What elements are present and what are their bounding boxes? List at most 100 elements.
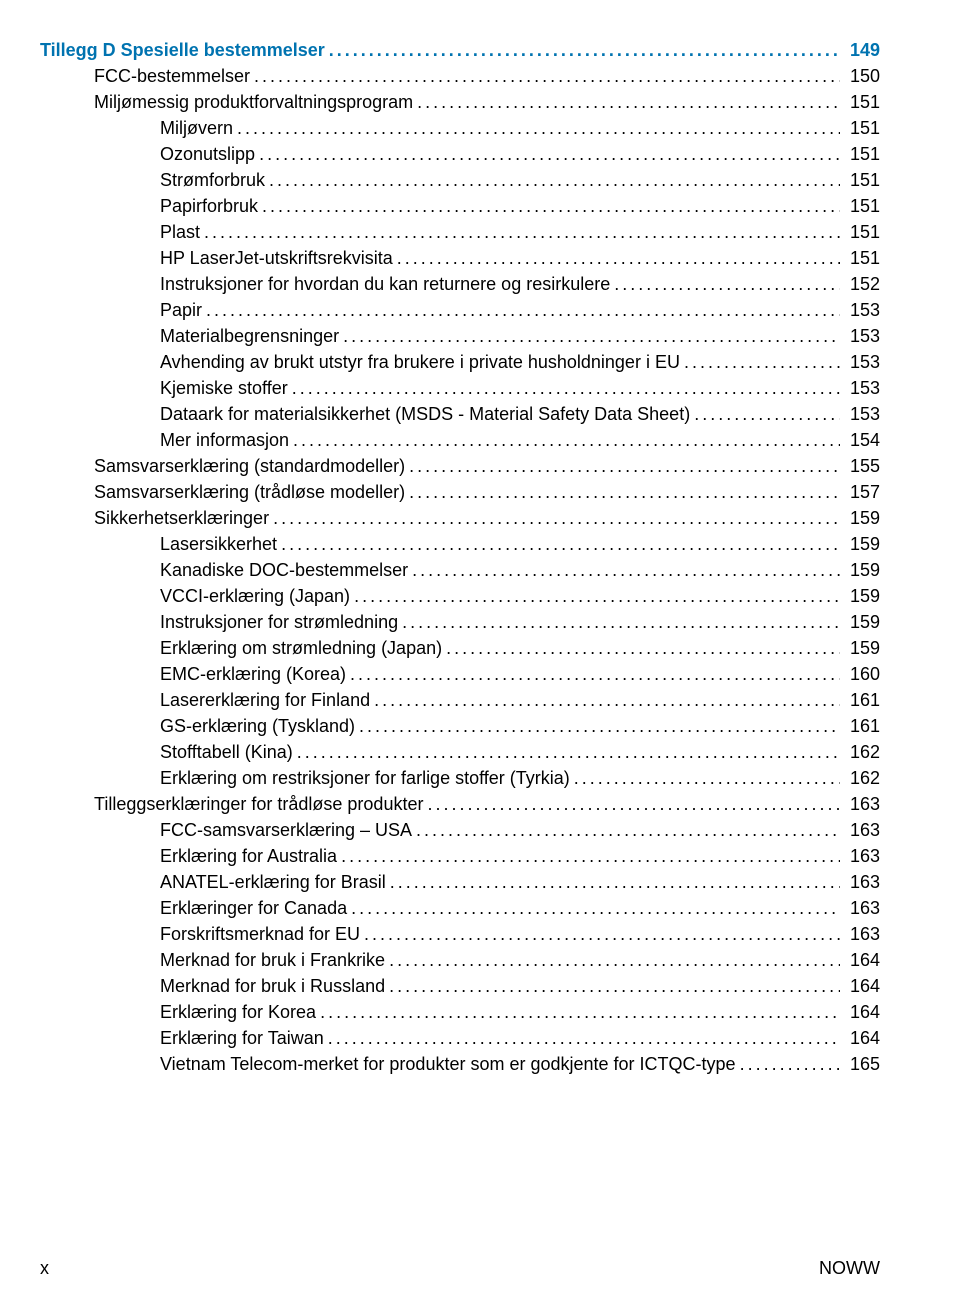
toc-page: 152 (840, 274, 880, 295)
toc-label: Miljøvern (160, 118, 237, 139)
toc-leader-dots (269, 170, 840, 191)
toc-page: 149 (840, 40, 880, 61)
toc-row: FCC-bestemmelser150 (94, 66, 880, 87)
toc-row: Instruksjoner for strømledning159 (160, 612, 880, 633)
toc-leader-dots (262, 196, 840, 217)
toc-page: 153 (840, 378, 880, 399)
toc-page: 154 (840, 430, 880, 451)
toc-row: Erklæring for Korea 164 (160, 1002, 880, 1023)
toc-row: Forskriftsmerknad for EU163 (160, 924, 880, 945)
toc-row: Ozonutslipp151 (160, 144, 880, 165)
toc-label: Lasererklæring for Finland (160, 690, 374, 711)
toc-label: Tilleggserklæringer for trådløse produkt… (94, 794, 427, 815)
toc-label: Merknad for bruk i Frankrike (160, 950, 389, 971)
toc-label: GS-erklæring (Tyskland) (160, 716, 359, 737)
toc-page: 164 (840, 1028, 880, 1049)
toc-label: Miljømessig produktforvaltningsprogram (94, 92, 417, 113)
toc-row: Lasersikkerhet159 (160, 534, 880, 555)
toc-page: 161 (840, 690, 880, 711)
toc-row: Avhending av brukt utstyr fra brukere i … (160, 352, 880, 373)
toc-leader-dots (614, 274, 840, 295)
toc-label: Erklæring for Australia (160, 846, 341, 867)
toc-page: 162 (840, 742, 880, 763)
toc-leader-dots (297, 742, 840, 763)
toc-row: Dataark for materialsikkerhet (MSDS - Ma… (160, 404, 880, 425)
toc-page: 151 (840, 248, 880, 269)
toc-leader-dots (574, 768, 840, 789)
toc-label: Papirforbruk (160, 196, 262, 217)
toc-label: Plast (160, 222, 204, 243)
toc-page: 163 (840, 820, 880, 841)
toc-leader-dots (397, 248, 840, 269)
toc-label: Stofftabell (Kina) (160, 742, 297, 763)
toc-page: 159 (840, 586, 880, 607)
toc-page: 163 (840, 872, 880, 893)
toc-leader-dots (740, 1054, 840, 1075)
toc-row: HP LaserJet-utskriftsrekvisita 151 (160, 248, 880, 269)
toc-row: VCCI-erklæring (Japan) 159 (160, 586, 880, 607)
toc-row: Kanadiske DOC-bestemmelser159 (160, 560, 880, 581)
toc-leader-dots (343, 326, 840, 347)
toc-page: 164 (840, 950, 880, 971)
toc-label: Lasersikkerhet (160, 534, 281, 555)
toc-label: Sikkerhetserklæringer (94, 508, 273, 529)
toc-label: Tillegg D Spesielle bestemmelser (40, 40, 329, 61)
toc-leader-dots (206, 300, 840, 321)
toc-leader-dots (237, 118, 840, 139)
toc-leader-dots (341, 846, 840, 867)
toc-leader-dots (417, 92, 840, 113)
toc-label: Erklæring for Korea (160, 1002, 320, 1023)
toc-row: Erklæring om restriksjoner for farlige s… (160, 768, 880, 789)
toc-label: Kanadiske DOC-bestemmelser (160, 560, 412, 581)
toc-row: Miljømessig produktforvaltningsprogram15… (94, 92, 880, 113)
toc-leader-dots (273, 508, 840, 529)
toc-row: Vietnam Telecom-merket for produkter som… (160, 1054, 880, 1075)
toc-row: Erklæring om strømledning (Japan)159 (160, 638, 880, 659)
toc-page: 155 (840, 456, 880, 477)
toc-label: Erklæring for Taiwan (160, 1028, 328, 1049)
toc-row: EMC-erklæring (Korea)160 (160, 664, 880, 685)
toc-leader-dots (694, 404, 840, 425)
toc-row: Instruksjoner for hvordan du kan returne… (160, 274, 880, 295)
toc-page: 159 (840, 508, 880, 529)
toc-page: 162 (840, 768, 880, 789)
toc-leader-dots (254, 66, 840, 87)
table-of-contents: Tillegg D Spesielle bestemmelser 149 FCC-b… (40, 40, 880, 1075)
toc-label: Strømforbruk (160, 170, 269, 191)
toc-label: Merknad for bruk i Russland (160, 976, 389, 997)
toc-page: 165 (840, 1054, 880, 1075)
toc-leader-dots (390, 872, 840, 893)
toc-page: 151 (840, 222, 880, 243)
toc-leader-dots (350, 664, 840, 685)
toc-page: 153 (840, 326, 880, 347)
toc-row: Samsvarserklæring (standardmodeller)155 (94, 456, 880, 477)
toc-leader-dots (292, 378, 840, 399)
toc-row: Erklæring for Australia163 (160, 846, 880, 867)
toc-label: HP LaserJet-utskriftsrekvisita (160, 248, 397, 269)
toc-row: Tillegg D Spesielle bestemmelser 149 (40, 40, 880, 61)
toc-leader-dots (204, 222, 840, 243)
toc-leader-dots (320, 1002, 840, 1023)
toc-label: Ozonutslipp (160, 144, 259, 165)
toc-leader-dots (409, 456, 840, 477)
toc-leader-dots (359, 716, 840, 737)
toc-row: GS-erklæring (Tyskland)161 (160, 716, 880, 737)
toc-page: 153 (840, 404, 880, 425)
toc-row: Erklæringer for Canada163 (160, 898, 880, 919)
toc-page: 150 (840, 66, 880, 87)
toc-row: Miljøvern151 (160, 118, 880, 139)
toc-leader-dots (354, 586, 840, 607)
toc-leader-dots (351, 898, 840, 919)
footer-left: x (40, 1258, 49, 1279)
toc-page: 151 (840, 196, 880, 217)
toc-leader-dots (446, 638, 840, 659)
toc-leader-dots (374, 690, 840, 711)
toc-label: Erklæring om strømledning (Japan) (160, 638, 446, 659)
toc-row: Papirforbruk 151 (160, 196, 880, 217)
toc-label: VCCI-erklæring (Japan) (160, 586, 354, 607)
toc-leader-dots (293, 430, 840, 451)
toc-leader-dots (402, 612, 840, 633)
toc-page: 164 (840, 1002, 880, 1023)
toc-label: Erklæringer for Canada (160, 898, 351, 919)
toc-label: EMC-erklæring (Korea) (160, 664, 350, 685)
